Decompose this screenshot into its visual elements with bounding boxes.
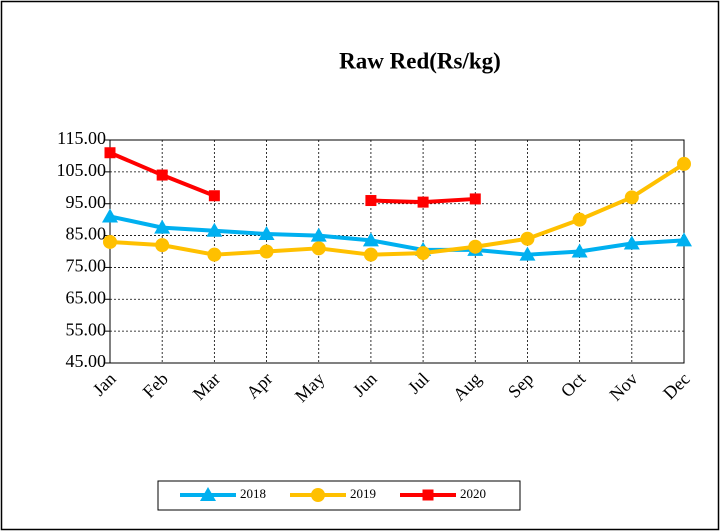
- data-point: [102, 208, 118, 223]
- legend-marker: [200, 487, 216, 501]
- data-point: [624, 190, 639, 205]
- data-point: [258, 225, 275, 240]
- plot-area: [109, 139, 685, 364]
- y-tick-label: 115.00: [57, 128, 106, 148]
- legend-marker: [311, 488, 325, 502]
- data-point: [520, 231, 535, 246]
- y-tick-label: 105.00: [57, 160, 107, 180]
- data-point: [519, 246, 536, 261]
- data-point: [154, 219, 171, 234]
- legend-label: 2020: [460, 486, 486, 501]
- legend-marker: [422, 489, 434, 501]
- data-point: [677, 156, 691, 171]
- data-point: [468, 239, 483, 254]
- data-point: [311, 241, 326, 256]
- data-point: [572, 212, 587, 227]
- data-point: [103, 234, 117, 249]
- data-point: [365, 195, 377, 207]
- data-point: [156, 169, 168, 181]
- y-tick-label: 45.00: [66, 351, 107, 371]
- data-point: [104, 147, 116, 159]
- data-point: [155, 238, 170, 253]
- data-point: [363, 247, 378, 262]
- data-point: [417, 196, 429, 208]
- y-tick-label: 55.00: [66, 319, 107, 339]
- series-line: [109, 214, 685, 257]
- data-point: [259, 244, 274, 259]
- data-point: [571, 243, 588, 258]
- data-point: [362, 232, 379, 247]
- y-tick-label: 65.00: [66, 287, 107, 307]
- data-point: [416, 246, 431, 261]
- data-point: [208, 190, 220, 202]
- data-point: [310, 227, 327, 242]
- data-point: [676, 232, 692, 247]
- y-tick-label: 85.00: [66, 224, 107, 244]
- legend-label: 2018: [240, 486, 266, 501]
- y-tick-label: 75.00: [66, 256, 107, 276]
- legend-label: 2019: [350, 486, 376, 501]
- data-point: [207, 247, 222, 262]
- data-point: [623, 235, 640, 250]
- data-point: [469, 193, 481, 205]
- y-tick-label: 95.00: [66, 192, 107, 212]
- chart-title: Raw Red(Rs/kg): [339, 48, 501, 73]
- series-line: [109, 162, 686, 257]
- data-point: [206, 222, 223, 237]
